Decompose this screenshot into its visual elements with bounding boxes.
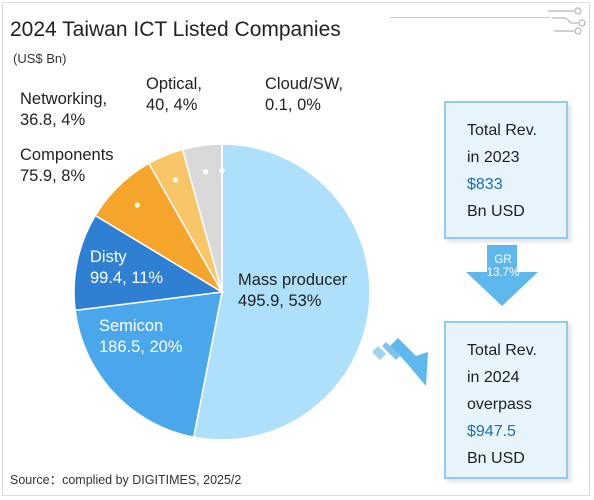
- label-components: Components 75.9, 8%: [20, 146, 114, 185]
- label-cloud-sw: Cloud/SW, 0.1, 0%: [265, 75, 343, 114]
- down-arrow-icon: [466, 245, 538, 306]
- page-title: 2024 Taiwan ICT Listed Companies: [10, 18, 341, 41]
- box-2023-line2: in 2023: [467, 149, 520, 166]
- label-networking: Networking, 36.8, 4%: [20, 90, 108, 129]
- label-disty: Disty 99.4, 11%: [90, 248, 164, 287]
- slice-marker-dot: [134, 202, 140, 208]
- box-2024-line5: Bn USD: [467, 450, 525, 467]
- slice-marker-dot: [172, 177, 179, 183]
- header-rule: [390, 17, 550, 18]
- revenue-2024-box: Total Rev. in 2024 overpass $947.5 Bn US…: [444, 321, 568, 479]
- slice-marker-dot: [219, 168, 225, 174]
- pie-slice-semicon: [74, 291, 223, 439]
- circuit-icon: [548, 7, 586, 35]
- unit-subtitle: (US$ Bn): [13, 51, 67, 66]
- source-note: Source：complied by DIGITIMES, 2025/2: [10, 473, 242, 487]
- box-2024-line3: overpass: [467, 396, 532, 413]
- box-2024-line2: in 2024: [467, 369, 520, 386]
- box-2024-amount: $947.5: [467, 423, 516, 440]
- box-2024-line1: Total Rev.: [467, 342, 537, 359]
- box-2023-amount: $833: [467, 176, 503, 193]
- revenue-2023-box: Total Rev. in 2023 $833 Bn USD: [444, 101, 568, 239]
- right-arrow-icon: [372, 338, 428, 386]
- slice-marker-dot: [203, 169, 209, 175]
- label-mass-producer: Mass producer 495.9, 53%: [238, 271, 348, 310]
- pie-slice-disty: [73, 214, 225, 312]
- box-2023-line4: Bn USD: [467, 203, 525, 220]
- label-semicon: Semicon 186.5, 20%: [99, 317, 183, 356]
- label-optical: Optical, 40, 4%: [146, 75, 202, 114]
- box-2023-line1: Total Rev.: [467, 122, 537, 139]
- chart-frame: [2, 2, 590, 496]
- pie-slice-mass-producer: [192, 143, 371, 441]
- growth-rate-label: GR 13.7%: [486, 254, 520, 279]
